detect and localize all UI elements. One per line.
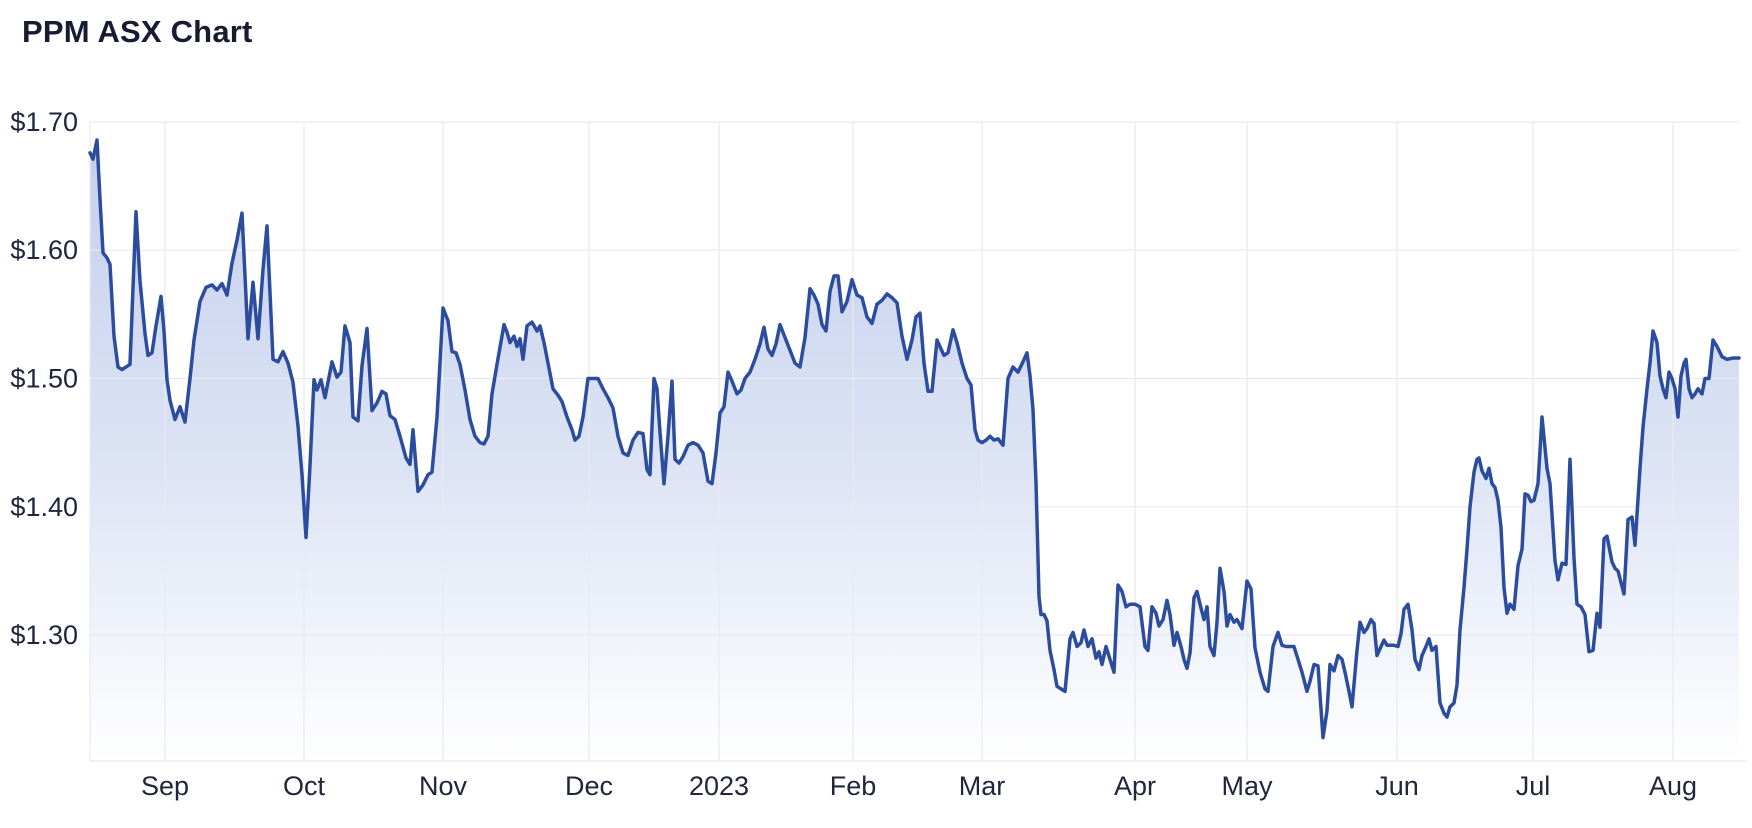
price-area-group [90, 140, 1739, 761]
x-tick-label: Sep [141, 771, 189, 801]
price-area-fill [90, 140, 1739, 761]
x-tick-label: Oct [283, 771, 326, 801]
x-tick-label: Jun [1375, 771, 1419, 801]
y-axis-labels: $1.70 $1.60 $1.50 $1.40 $1.30 [10, 107, 78, 650]
y-tick-label: $1.30 [10, 620, 78, 650]
x-tick-label: Apr [1114, 771, 1156, 801]
price-line [88, 138, 1741, 740]
x-tick-label: Aug [1649, 771, 1697, 801]
y-tick-label: $1.60 [10, 235, 78, 265]
x-tick-label: May [1221, 771, 1273, 801]
x-tick-label: Nov [419, 771, 468, 801]
x-tick-label: Feb [830, 771, 877, 801]
y-tick-label: $1.50 [10, 364, 78, 394]
x-tick-label: Dec [565, 771, 613, 801]
x-tick-label: 2023 [689, 771, 749, 801]
x-axis-labels: Sep Oct Nov Dec 2023 Feb Mar Apr May Jun Jul Aug [141, 771, 1697, 801]
x-tick-label: Jul [1516, 771, 1551, 801]
page-title: PPM ASX Chart [22, 14, 253, 49]
gridlines [89, 121, 1746, 762]
x-tick-label: Mar [959, 771, 1006, 801]
y-tick-label: $1.70 [10, 107, 78, 137]
y-tick-label: $1.40 [10, 492, 78, 522]
